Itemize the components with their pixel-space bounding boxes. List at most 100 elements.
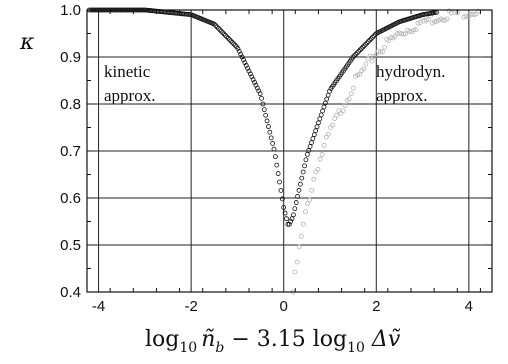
- x-tick-label: 2: [372, 298, 380, 315]
- data-point: [357, 47, 363, 53]
- data-point: [222, 32, 228, 38]
- data-point: [432, 19, 438, 24]
- data-point: [307, 144, 313, 149]
- data-point: [300, 221, 306, 227]
- data-point: [307, 197, 313, 203]
- data-point: [257, 91, 263, 97]
- data-point: [321, 104, 327, 110]
- data-point: [292, 206, 298, 212]
- data-point: [311, 176, 317, 182]
- data-point: [300, 169, 306, 175]
- data-point: [321, 142, 327, 148]
- data-point: [359, 46, 364, 51]
- y-tick-label: 1.0: [60, 2, 81, 19]
- data-point: [267, 129, 273, 135]
- data-point: [236, 48, 242, 54]
- data-point: [284, 216, 289, 222]
- data-point: [350, 54, 356, 60]
- data-point: [336, 108, 342, 114]
- data-point: [388, 35, 394, 40]
- data-point: [373, 52, 379, 57]
- data-point: [241, 57, 246, 63]
- data-point: [285, 221, 291, 227]
- data-point: [271, 146, 277, 152]
- data-point: [297, 181, 303, 187]
- data-point: [228, 38, 234, 44]
- data-point: [263, 112, 269, 118]
- data-point: [342, 103, 348, 108]
- y-tick-label: 0.6: [60, 190, 81, 207]
- data-point: [232, 42, 238, 48]
- data-point: [220, 30, 226, 35]
- data-point: [355, 72, 360, 78]
- y-tick-label: 0.8: [60, 96, 81, 113]
- data-point: [245, 65, 251, 71]
- data-point: [314, 124, 320, 130]
- data-point: [288, 219, 294, 224]
- data-point: [319, 152, 325, 157]
- data-point: [354, 50, 360, 56]
- data-point: [281, 204, 287, 210]
- data-point: [295, 194, 301, 199]
- x-tick-label: -4: [92, 298, 105, 315]
- data-point: [270, 141, 276, 146]
- data-point: [260, 101, 266, 107]
- data-point: [243, 63, 249, 68]
- data-point: [338, 110, 344, 116]
- data-point: [423, 17, 429, 23]
- x-tick-label: -2: [184, 298, 197, 315]
- data-point: [216, 25, 221, 31]
- data-point: [291, 212, 296, 218]
- data-point: [296, 187, 302, 193]
- annotation-hydrodyn-line1: hydrodyn.: [376, 62, 445, 81]
- data-point: [303, 209, 308, 215]
- data-point: [239, 54, 245, 60]
- y-tick-label: 0.7: [60, 143, 81, 160]
- data-point: [316, 120, 321, 126]
- data-point: [407, 28, 413, 34]
- data-point: [294, 259, 300, 265]
- data-point: [370, 34, 375, 40]
- data-point: [298, 233, 304, 239]
- data-point: [306, 148, 312, 153]
- data-point: [367, 37, 373, 43]
- y-tick-label: 0.5: [60, 237, 81, 254]
- data-point: [330, 122, 335, 128]
- data-point: [309, 187, 315, 193]
- data-point: [231, 41, 237, 47]
- annotation-hydrodyn-line2: approx.: [376, 86, 427, 105]
- data-point: [440, 17, 446, 23]
- data-point: [361, 43, 367, 49]
- data-point: [278, 188, 284, 193]
- data-point: [224, 34, 230, 40]
- data-point: [261, 107, 267, 113]
- data-point: [315, 167, 321, 172]
- data-point: [334, 113, 340, 118]
- data-point: [309, 140, 314, 145]
- data-point: [369, 58, 375, 64]
- data-point: [327, 88, 332, 94]
- data-point: [235, 46, 241, 51]
- grid: [87, 9, 492, 293]
- data-point: [317, 156, 323, 162]
- data-point: [378, 49, 383, 55]
- data-point: [361, 66, 367, 72]
- data-point: [364, 40, 370, 46]
- data-point: [225, 35, 231, 41]
- data-point: [217, 27, 223, 33]
- data-point: [415, 20, 421, 26]
- data-point: [242, 60, 248, 66]
- data-point: [346, 96, 352, 102]
- data-point: [363, 41, 369, 47]
- data-point: [250, 77, 256, 82]
- data-point: [368, 36, 374, 42]
- data-point: [363, 61, 369, 67]
- data-point: [213, 23, 219, 28]
- data-point: [366, 39, 371, 44]
- data-point: [252, 79, 257, 85]
- data-point: [286, 221, 292, 227]
- data-point: [264, 118, 270, 124]
- data-point: [325, 131, 331, 137]
- data-point: [296, 244, 302, 250]
